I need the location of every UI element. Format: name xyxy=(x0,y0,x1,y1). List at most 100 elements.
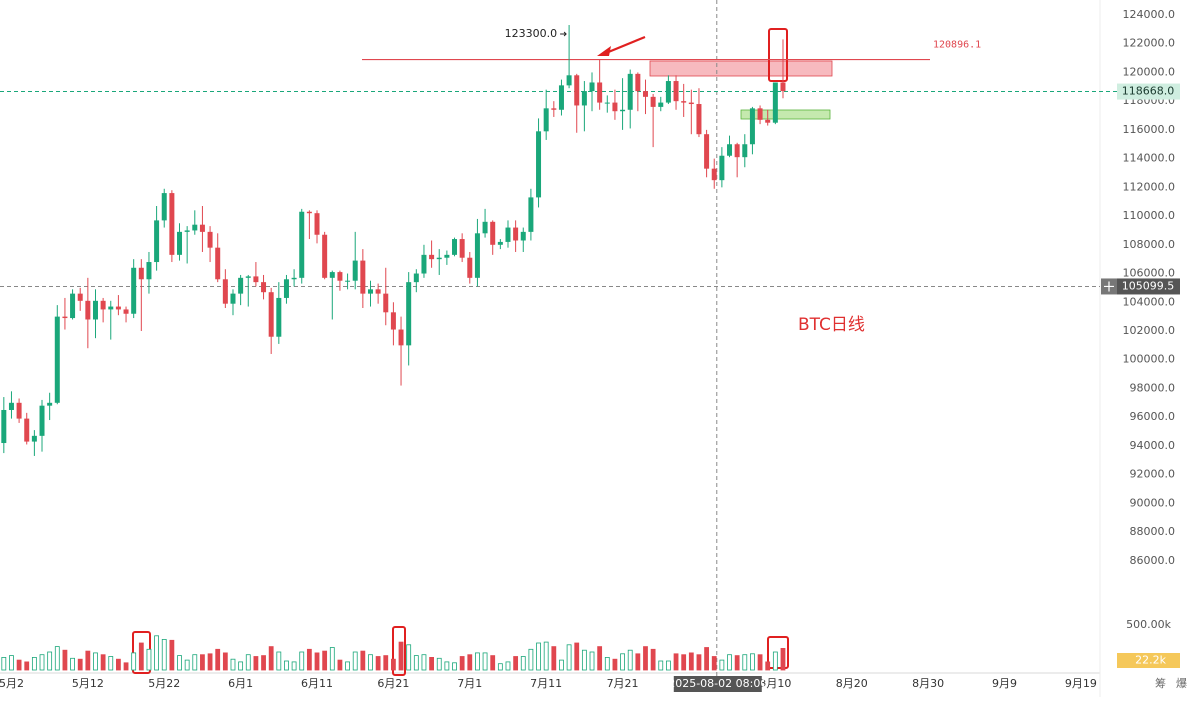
volume-bar xyxy=(391,658,396,671)
x-tick-label: 6月1 xyxy=(228,677,253,690)
volume-bar xyxy=(780,648,786,671)
volume-bar xyxy=(93,652,98,671)
candle-body xyxy=(620,109,626,112)
candle-body xyxy=(513,227,519,241)
candle-body xyxy=(375,289,381,294)
volume-bar xyxy=(750,653,755,671)
volume-bar xyxy=(77,658,83,671)
candle-body xyxy=(1,409,7,444)
candle-body xyxy=(566,75,572,86)
candle-body xyxy=(314,213,320,235)
y-tick-label: 124000.0 xyxy=(1123,8,1176,21)
candle-body xyxy=(474,233,480,278)
annotation-arrowhead xyxy=(597,46,611,56)
x-tick-label: 7月21 xyxy=(607,677,639,690)
x-tick-label: 6月21 xyxy=(377,677,409,690)
candle-body xyxy=(92,300,98,320)
y-tick-label: 108000.0 xyxy=(1123,238,1176,251)
volume-bar xyxy=(673,653,679,671)
volume-bar xyxy=(719,659,725,671)
candle-body xyxy=(642,91,648,97)
toolbar-button[interactable]: 筹 xyxy=(1155,676,1166,690)
volume-bar xyxy=(482,652,488,671)
candle-body xyxy=(329,272,335,278)
volume-bar xyxy=(589,651,595,671)
volume-bar xyxy=(138,642,144,671)
last-price-label: 118668.0 xyxy=(1122,85,1175,98)
volume-bar xyxy=(238,661,244,671)
volume-bar xyxy=(146,648,152,671)
volume-bar xyxy=(612,658,618,671)
volume-bar xyxy=(268,646,274,671)
y-tick-label: 114000.0 xyxy=(1123,152,1176,165)
y-tick-label: 120000.0 xyxy=(1123,65,1176,78)
volume-bar xyxy=(337,659,343,671)
volume-bar xyxy=(406,644,412,671)
volume-bar xyxy=(230,658,236,671)
volume-bar xyxy=(436,657,442,671)
candle-body xyxy=(184,230,190,232)
candle-body xyxy=(100,300,106,310)
candle-body xyxy=(658,102,664,107)
y-tick-label: 90000.0 xyxy=(1130,496,1176,509)
crosshair-date-label: 2025-08-02 08:00 xyxy=(668,677,767,690)
volume-bar xyxy=(566,644,572,671)
volume-bar xyxy=(291,661,297,671)
x-tick-label: 5月12 xyxy=(72,677,104,690)
candle-body xyxy=(742,144,748,158)
volume-bar xyxy=(551,646,557,671)
volume-bar xyxy=(299,651,305,671)
y-tick-label: 100000.0 xyxy=(1123,353,1176,366)
candle-body xyxy=(528,197,534,232)
volume-bar xyxy=(528,648,534,671)
volume-bar xyxy=(184,659,190,671)
candle-body xyxy=(215,247,221,280)
volume-bar xyxy=(711,656,717,671)
candle-body xyxy=(62,316,68,319)
volume-bar xyxy=(727,654,732,671)
volume-bar xyxy=(54,646,60,671)
volume-bar xyxy=(742,654,748,671)
candle-body xyxy=(85,300,91,320)
candle-body xyxy=(581,91,587,106)
candle-body xyxy=(734,144,740,158)
volume-bar xyxy=(215,648,221,671)
candle-body xyxy=(123,309,129,314)
volume-bar xyxy=(161,639,167,671)
candle-body xyxy=(727,144,733,156)
candle-body xyxy=(8,402,14,410)
candle-body xyxy=(719,155,725,181)
resistance-label: 120896.1 xyxy=(933,40,981,51)
candle-body xyxy=(650,96,656,107)
candle-body xyxy=(131,267,137,314)
candle-body xyxy=(108,306,114,310)
volume-bar xyxy=(444,661,450,671)
volume-bar xyxy=(757,654,763,671)
volume-bar xyxy=(169,639,175,671)
x-tick-label: 5月2 xyxy=(0,677,24,690)
volume-bar xyxy=(398,641,404,671)
candle-body xyxy=(413,273,419,283)
volume-bar xyxy=(360,650,366,671)
volume-label-box xyxy=(1117,653,1180,669)
candle-body xyxy=(574,75,580,106)
candle-body xyxy=(688,102,694,105)
candle-body xyxy=(444,254,450,258)
volume-bar xyxy=(413,655,419,671)
toolbar-button[interactable]: 爆 xyxy=(1176,676,1187,690)
volume-bar xyxy=(116,658,121,671)
volume-bar xyxy=(352,651,358,671)
volume-bar xyxy=(765,661,771,671)
y-tick-label: 88000.0 xyxy=(1130,525,1176,538)
volume-bar xyxy=(314,652,320,671)
volume-bar xyxy=(177,655,182,671)
candle-body xyxy=(31,435,37,442)
candle-body xyxy=(253,276,259,283)
highlight-box xyxy=(768,28,788,82)
candle-body xyxy=(490,221,496,245)
volume-bar xyxy=(658,660,664,671)
crosshair-date-box xyxy=(673,676,762,692)
candle-body xyxy=(276,297,282,337)
